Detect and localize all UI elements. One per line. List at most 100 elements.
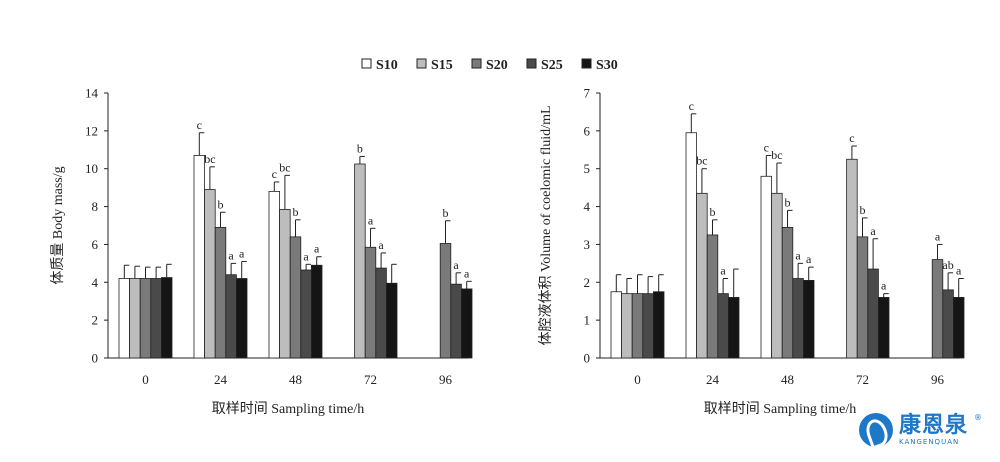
y-tick-label: 8 (92, 199, 99, 214)
bar-s10 (760, 175, 773, 359)
x-tick-label: 48 (781, 372, 794, 387)
bar-s20 (214, 226, 227, 359)
significance-label: b (218, 197, 224, 211)
y-tick-label: 10 (85, 161, 98, 176)
bar-s30 (878, 297, 890, 359)
bar-s25 (642, 293, 654, 359)
legend-label-s15: S15 (431, 58, 453, 73)
legend: S10 S15 S20 S25 S30 (361, 58, 618, 73)
bar-s30 (803, 279, 815, 359)
significance-label: a (956, 264, 962, 278)
bar-s30 (385, 282, 398, 359)
bar-s15 (204, 189, 216, 359)
significance-label: c (272, 167, 277, 181)
bar-s30 (953, 297, 965, 359)
bar-s20 (139, 278, 152, 359)
bar-s25 (300, 269, 312, 359)
bar-s25 (942, 289, 954, 359)
bar-s10 (610, 291, 623, 359)
x-tick-label: 24 (214, 372, 228, 387)
significance-label: a (228, 248, 234, 262)
watermark-cn: 康恩泉 (898, 412, 968, 438)
bar-s25 (450, 283, 462, 359)
bar-s30 (728, 297, 740, 359)
bar-s30 (160, 277, 173, 359)
bar-s15 (696, 192, 708, 359)
significance-label: a (239, 246, 245, 260)
legend-label-s30: S30 (596, 58, 618, 73)
y-tick-label: 3 (584, 237, 591, 252)
bar-s20 (631, 293, 644, 359)
significance-label: a (453, 258, 459, 272)
bar-s15 (354, 163, 366, 359)
y-axis-title: 体腔液体积 Volume of coelomic fluid/mL (538, 105, 554, 345)
bar-s25 (867, 268, 879, 359)
x-tick-label: 72 (364, 372, 377, 387)
y-tick-label: 5 (584, 161, 591, 176)
legend-label-s10: S10 (376, 58, 398, 73)
y-tick-label: 14 (85, 86, 99, 101)
significance-label: a (806, 252, 812, 266)
y-tick-label: 0 (584, 351, 591, 366)
significance-label: c (689, 99, 694, 113)
x-axis-title: 取样时间 Sampling time/h (704, 401, 856, 417)
significance-label: a (795, 248, 801, 262)
y-tick-label: 2 (584, 275, 591, 290)
legend-swatch-s30 (581, 58, 592, 69)
significance-label: a (935, 229, 941, 243)
bar-s10 (118, 278, 131, 359)
bar-s20 (364, 246, 377, 359)
x-tick-label: 24 (706, 372, 720, 387)
y-tick-label: 6 (584, 123, 591, 138)
bar-s20 (439, 243, 452, 359)
bar-s30 (310, 264, 323, 359)
bar-s15 (771, 192, 783, 359)
legend-label-s25: S25 (541, 58, 563, 73)
x-tick-label: 96 (931, 372, 945, 387)
bar-s25 (717, 293, 729, 359)
y-tick-label: 6 (92, 237, 99, 252)
legend-swatch-s15 (416, 58, 427, 69)
significance-label: b (785, 195, 791, 209)
bar-s20 (856, 236, 869, 359)
significance-label: a (464, 266, 470, 280)
legend-swatch-s10 (361, 58, 372, 69)
y-tick-label: 12 (85, 123, 98, 138)
significance-label: a (378, 238, 384, 252)
legend-swatch-s25 (526, 58, 537, 69)
significance-label: b (293, 205, 299, 219)
significance-label: ab (942, 258, 953, 272)
y-tick-label: 2 (92, 313, 99, 328)
significance-label: bc (279, 160, 290, 174)
legend-swatch-s20 (471, 58, 482, 69)
bar-s25 (792, 278, 804, 359)
x-tick-label: 0 (634, 372, 641, 387)
bar-s10 (193, 155, 206, 359)
watermark-en: KANGENQUAN (898, 437, 960, 446)
legend-label-s20: S20 (486, 58, 508, 73)
x-tick-label: 48 (289, 372, 302, 387)
bar-s10 (685, 132, 698, 359)
bar-s15 (129, 278, 141, 359)
significance-label: c (764, 140, 769, 154)
registered-mark: ® (974, 413, 982, 422)
y-tick-label: 0 (92, 351, 99, 366)
significance-label: c (197, 118, 202, 132)
bar-s30 (235, 278, 248, 359)
significance-label: bc (771, 148, 782, 162)
bar-s20 (289, 236, 302, 359)
x-tick-label: 96 (439, 372, 453, 387)
significance-label: c (849, 131, 854, 145)
kangenquan-logo-icon (858, 413, 893, 447)
bar-s30 (653, 291, 665, 359)
x-tick-label: 0 (142, 372, 149, 387)
bar-s30 (460, 288, 473, 359)
significance-label: bc (204, 152, 215, 166)
bar-s15 (621, 293, 633, 359)
significance-label: a (870, 224, 876, 238)
watermark-logo: 康恩泉 KANGENQUAN ® (858, 412, 982, 447)
bar-s25 (225, 274, 237, 359)
